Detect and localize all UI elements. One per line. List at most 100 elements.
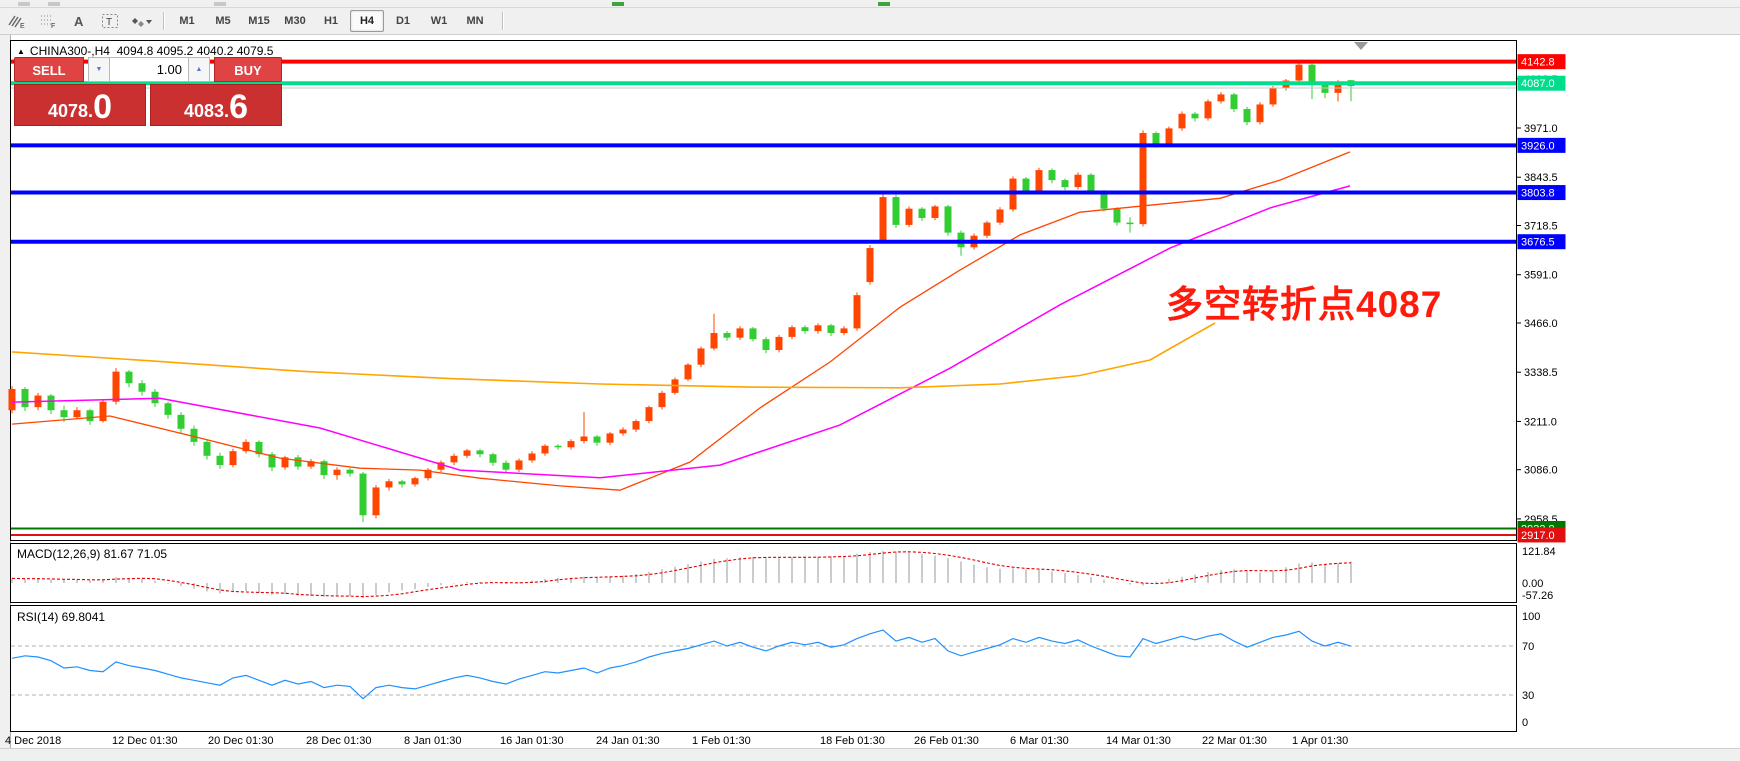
macd-bar [440,583,442,586]
macd-bar [674,566,676,583]
text-tool-icon[interactable]: A [65,10,93,32]
candle-body [281,457,289,468]
timeframe-MN[interactable]: MN [466,15,484,27]
svg-text:T: T [106,17,112,28]
macd-bar [830,556,832,583]
candle-body [710,333,718,349]
candle-body [775,336,783,351]
macd-bar [297,583,299,596]
candle-body [60,410,68,418]
one-click-trade-panel: SELL ▼ ▲ BUY 4078.0 4083.6 [14,57,282,126]
ask-price-box[interactable]: 4083. 6 [150,84,282,126]
macd-bar [583,576,585,583]
grid-icon[interactable]: F [34,10,62,32]
candle-body [489,454,497,463]
macd-bar [1246,570,1248,583]
candle-body [424,469,432,479]
candle-body [866,248,874,283]
label-tool-icon[interactable]: T [96,10,124,32]
macd-bar [258,583,260,593]
macd-bar [596,577,598,583]
volume-increase-button[interactable]: ▲ [188,57,210,82]
macd-bar [687,564,689,583]
rsi-axis-label: 100 [1522,611,1540,623]
arrows-tool-icon[interactable] [127,10,155,32]
macd-panel[interactable] [10,543,1517,603]
macd-bar [557,577,559,583]
candle-body [931,206,939,218]
candle-body [827,325,835,334]
price-chip-label: 3926.0 [1521,140,1555,152]
candle-body [437,462,445,470]
volume-decrease-button[interactable]: ▼ [88,57,110,82]
macd-bar [791,557,793,583]
timeframe-M1[interactable]: M1 [179,15,195,27]
clipped-icon [48,2,60,6]
candle-body [1139,133,1147,225]
candle-body [918,208,926,218]
candle-body [73,410,81,418]
volume-input[interactable] [110,57,188,82]
macd-bar [349,583,351,597]
candle-body [658,392,666,408]
candle-body [372,487,380,516]
macd-bar [609,576,611,583]
price-tick-label: 3843.5 [1524,172,1558,184]
macd-bar [1103,579,1105,583]
collapse-triangle-icon[interactable]: ▲ [17,47,25,56]
chart-scroll-marker[interactable] [1354,42,1368,50]
candle-body [853,295,861,329]
candle-body [1022,178,1030,191]
macd-bar [1259,572,1261,583]
timeframe-D1[interactable]: D1 [395,15,411,27]
time-axis-label: 4 Dec 2018 [5,735,61,747]
clipped-icon [878,2,890,6]
candle-body [1048,170,1056,181]
ma-fast-line [11,151,1351,491]
time-axis-label: 24 Jan 01:30 [596,735,660,747]
rsi-panel[interactable] [10,605,1517,732]
price-chip-label: 3676.5 [1521,237,1555,249]
crosshair-lines-icon[interactable]: E [3,10,31,32]
candle-body [814,325,822,332]
macd-bar [843,555,845,583]
candle-body [840,328,848,334]
timeframe-M30[interactable]: M30 [284,15,306,27]
macd-bar [726,558,728,583]
timeframe-M15[interactable]: M15 [248,15,270,27]
macd-bar [375,583,377,595]
timeframe-W1[interactable]: W1 [430,15,448,27]
macd-bar [1012,568,1014,583]
bid-big-digit: 0 [93,88,112,126]
candle-body [619,429,627,434]
macd-bar [804,556,806,583]
macd-bar [1168,578,1170,583]
macd-bar [102,579,104,583]
bid-price-box[interactable]: 4078. 0 [14,84,146,126]
macd-bar [700,561,702,583]
candle-body [515,460,523,470]
buy-button[interactable]: BUY [214,57,282,82]
macd-bar [1038,569,1040,583]
macd-bar [1233,569,1235,583]
symbol-header[interactable]: ▲ CHINA300-,H4 4094.8 4095.2 4040.2 4079.… [17,44,273,58]
price-chip-label: 2917.0 [1521,530,1555,542]
candle-body [502,462,510,470]
candle-body [762,339,770,351]
timeframe-M5[interactable]: M5 [215,15,231,27]
timeframe-H1[interactable]: H1 [323,15,339,27]
macd-bar [154,580,156,583]
price-tick-label: 3971.0 [1524,123,1558,135]
candle-body [359,473,367,516]
candle-body [580,436,588,442]
macd-bar [1272,570,1274,583]
timeframe-H4[interactable]: H4 [350,10,384,32]
macd-bar [284,583,286,595]
macd-bar [336,583,338,596]
ask-main-digits: 4083 [184,101,225,121]
candle-body [1256,104,1264,123]
macd-bar [1350,561,1352,583]
candle-body [398,481,406,485]
sell-button[interactable]: SELL [14,57,84,82]
